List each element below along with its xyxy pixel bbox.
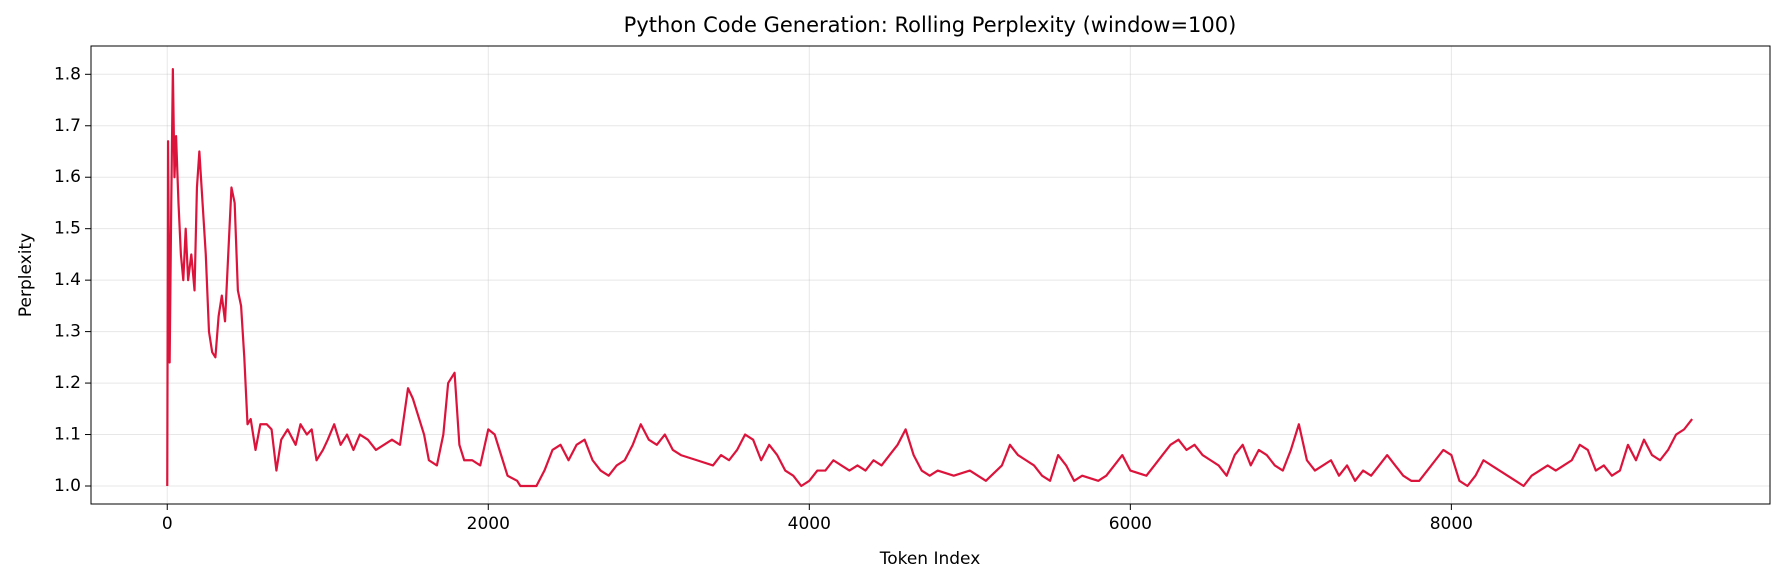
y-tick-label: 1.4 xyxy=(54,270,81,290)
y-tick-label: 1.8 xyxy=(54,64,81,84)
x-axis-label: Token Index xyxy=(879,549,981,569)
data-line xyxy=(166,68,1694,488)
chart-title: Python Code Generation: Rolling Perplexi… xyxy=(624,13,1237,37)
y-tick-label: 1.5 xyxy=(54,219,81,239)
x-tick-label: 4000 xyxy=(788,514,831,534)
x-tick-label: 0 xyxy=(162,514,173,534)
y-tick-label: 1.6 xyxy=(54,167,81,187)
y-axis-label: Perplexity xyxy=(16,233,36,317)
y-tick-label: 1.7 xyxy=(54,116,81,136)
y-tick-label: 1.3 xyxy=(54,322,81,342)
y-tick-label: 1.1 xyxy=(54,425,81,445)
y-tick-label: 1.2 xyxy=(54,373,81,393)
x-tick-label: 2000 xyxy=(467,514,510,534)
x-tick-label: 8000 xyxy=(1430,514,1473,534)
y-tick-label: 1.0 xyxy=(54,476,81,496)
plot-frame xyxy=(90,45,1771,505)
x-tick-label: 6000 xyxy=(1109,514,1152,534)
